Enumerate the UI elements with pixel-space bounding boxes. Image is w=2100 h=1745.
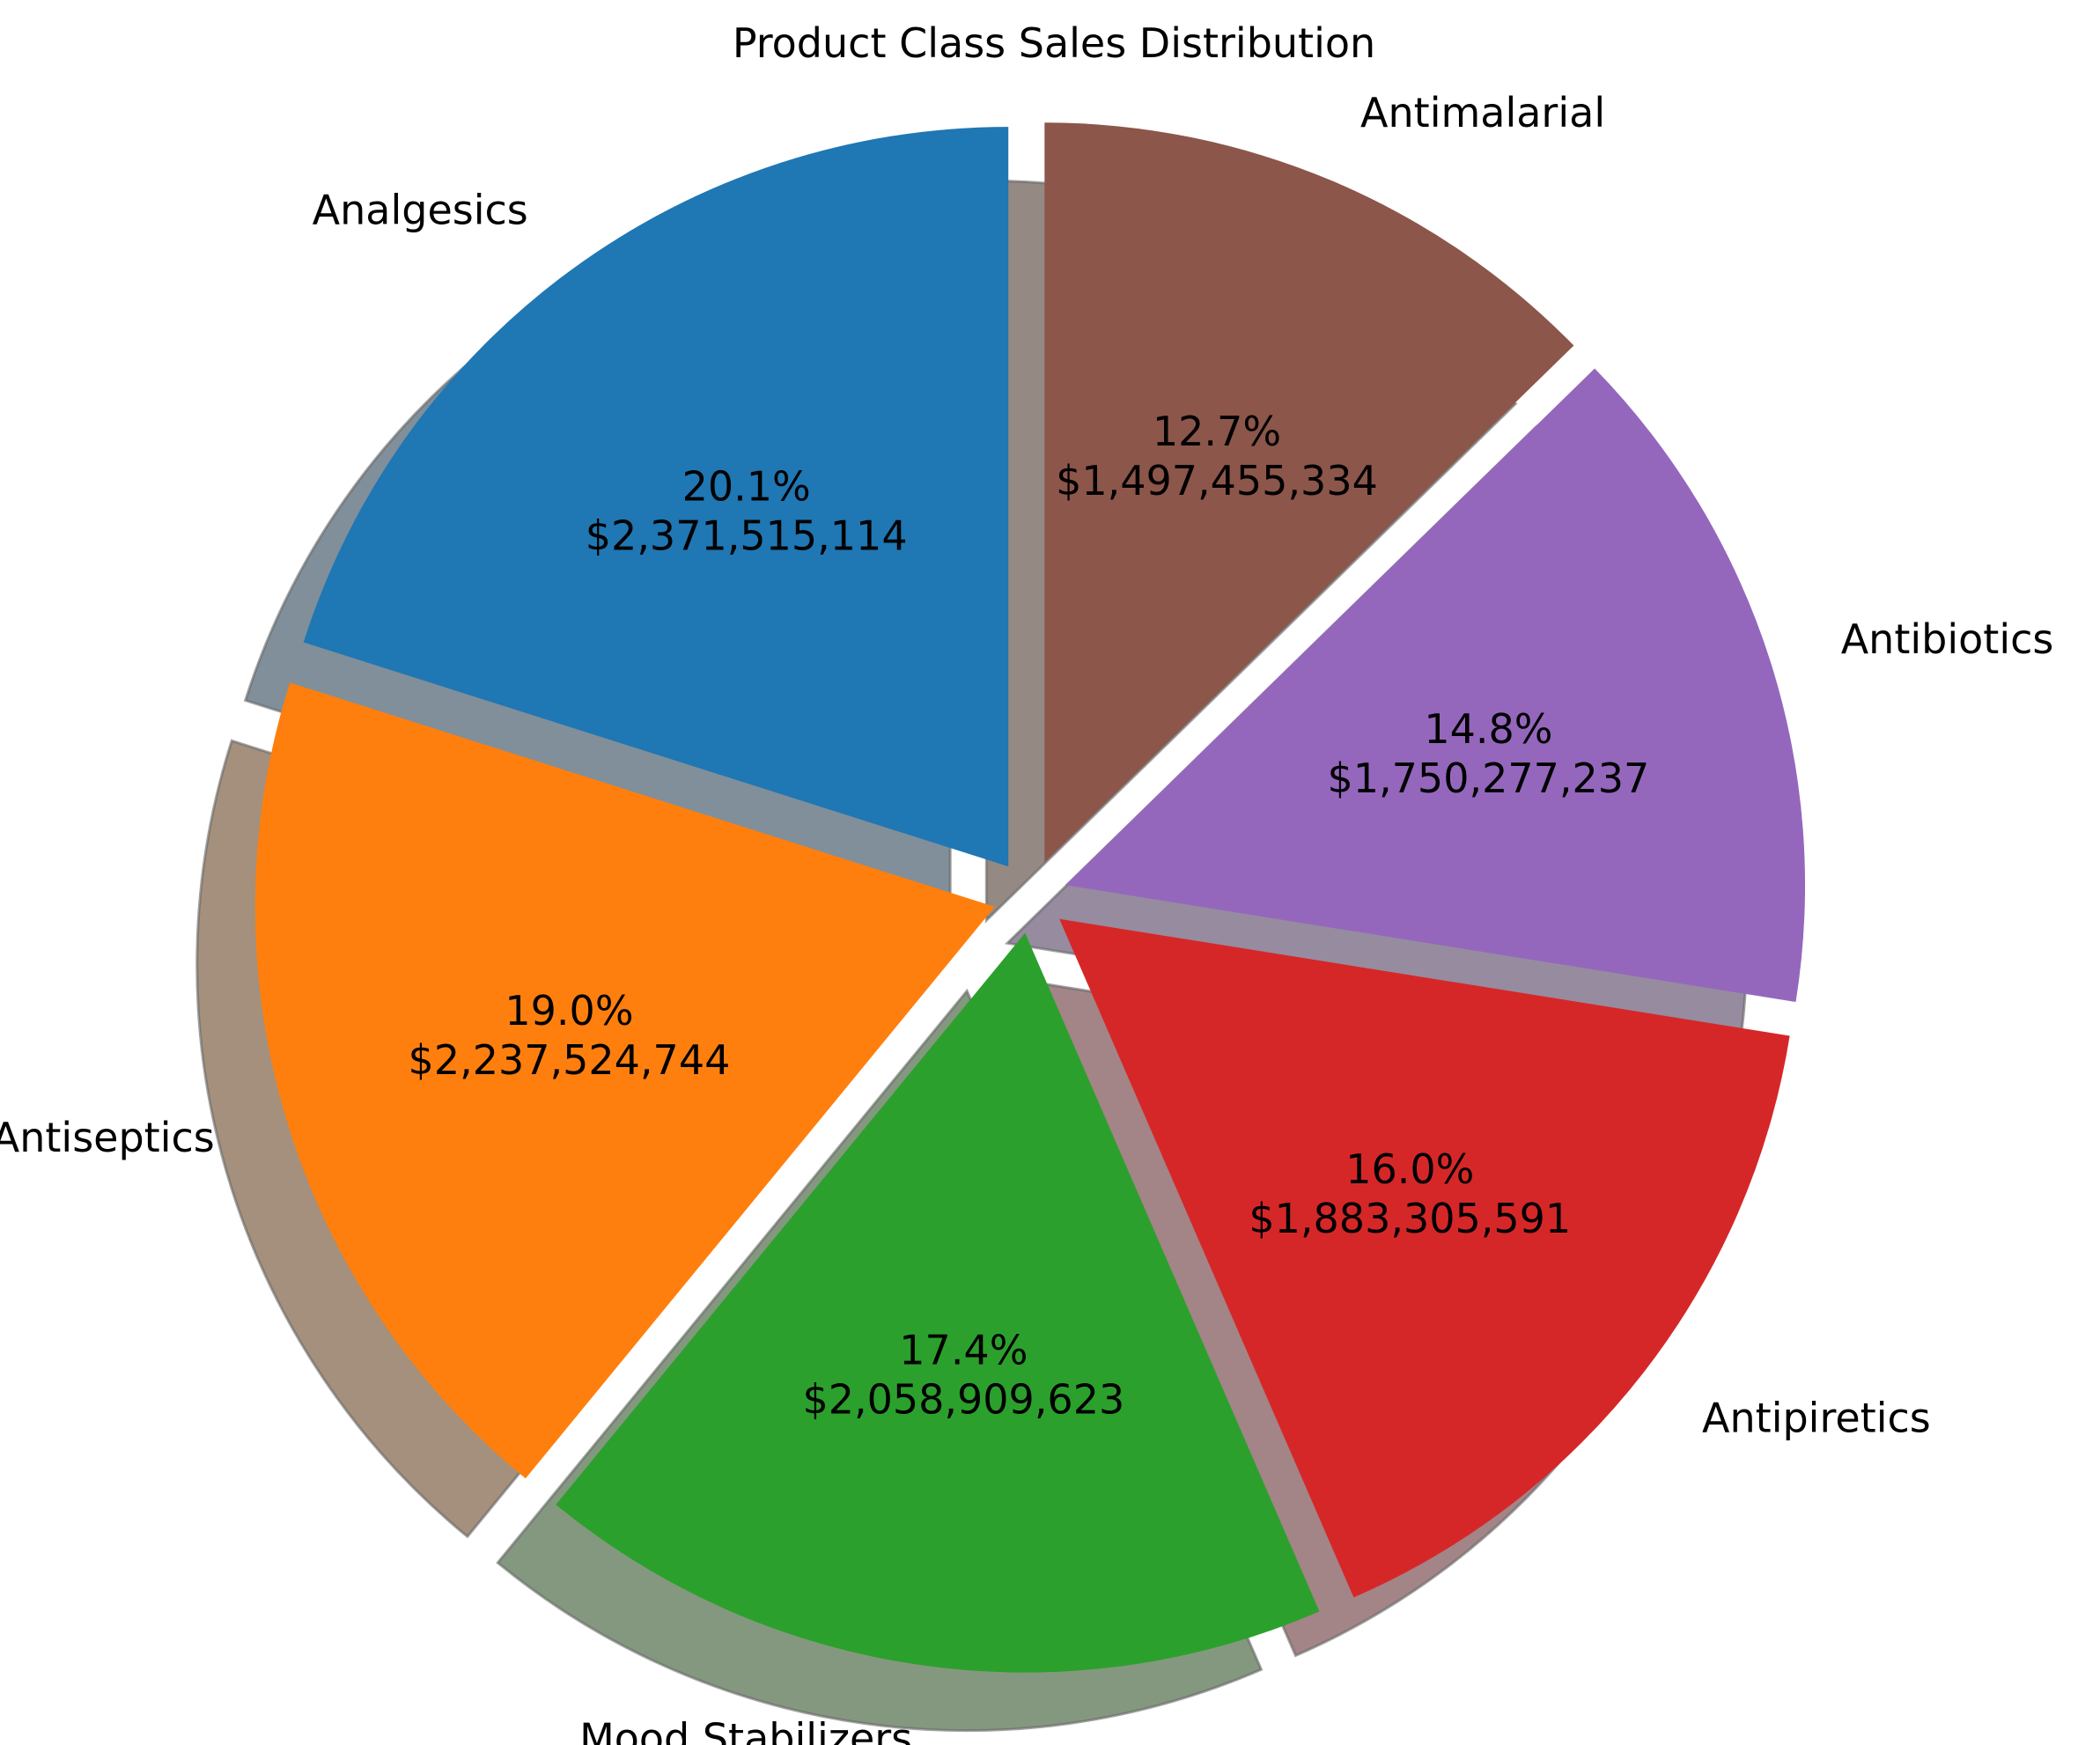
slice-label-mood-stabilizers: Mood Stabilizers [579, 1715, 912, 1745]
slice-percent-mood-stabilizers: 17.4% [899, 1327, 1028, 1374]
pie-slice-antiseptics [254, 682, 995, 1479]
slice-percent-analgesics: 20.1% [682, 462, 811, 510]
slice-percent-antiseptics: 19.0% [505, 987, 633, 1034]
slice-value-antibiotics: $1,750,277,237 [1328, 755, 1650, 802]
slice-percent-antibiotics: 14.8% [1424, 705, 1552, 753]
slice-value-antiseptics: $2,237,524,744 [409, 1036, 731, 1084]
label-layer: Analgesics 20.1%$2,371,515,114 Antiseptics… [0, 89, 2053, 1745]
slice-value-mood-stabilizers: $2,058,909,623 [802, 1376, 1124, 1424]
chart-title: Product Class Sales Distribution [733, 19, 1375, 67]
slice-label-analgesics: Analgesics [313, 186, 528, 233]
slice-percent-antipiretics: 16.0% [1345, 1145, 1474, 1193]
pie-slice-antibiotics [1065, 368, 1806, 1003]
slice-layer [254, 122, 1806, 1673]
slice-percent-antimalarial: 12.7% [1153, 408, 1281, 455]
pie-slice-analgesics [303, 127, 1009, 867]
slice-value-antipiretics: $1,883,305,591 [1249, 1195, 1571, 1242]
slice-label-antibiotics: Antibiotics [1841, 615, 2054, 663]
slice-label-antimalarial: Antimalarial [1360, 89, 1605, 136]
slice-value-analgesics: $2,371,515,114 [586, 512, 908, 559]
pie-slice-antimalarial [1044, 122, 1574, 863]
slice-label-antiseptics: Antiseptics [0, 1114, 215, 1161]
pie-slice-mood-stabilizers [556, 932, 1320, 1673]
slice-value-antimalarial: $1,497,455,334 [1056, 457, 1378, 504]
pie-slice-antipiretics [1059, 918, 1790, 1598]
slice-label-antipiretics: Antipiretics [1702, 1394, 1931, 1441]
